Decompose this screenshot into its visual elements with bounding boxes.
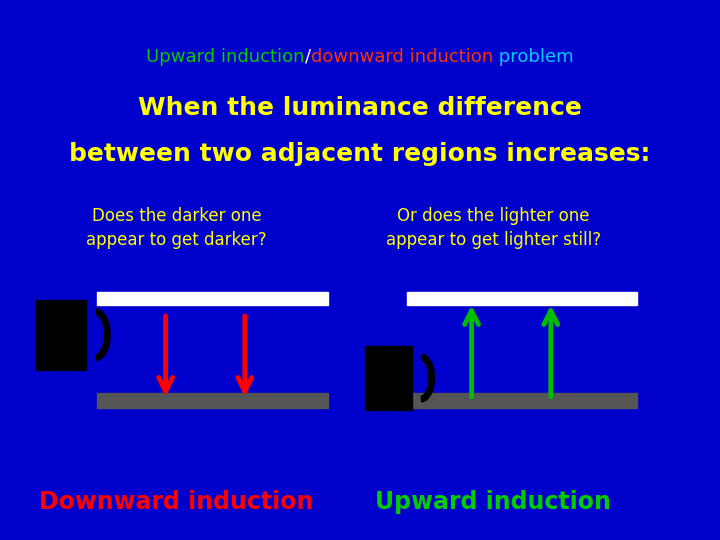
Text: /: / (305, 48, 311, 66)
Text: problem: problem (493, 48, 574, 66)
Bar (36, 300, 86, 370)
Text: appear to get darker?: appear to get darker? (86, 231, 266, 249)
Bar (366, 346, 412, 410)
Bar (97, 393, 328, 408)
Text: When the luminance difference: When the luminance difference (138, 96, 582, 120)
Text: Upward induction: Upward induction (375, 490, 611, 514)
Text: Downward induction: Downward induction (39, 490, 314, 514)
Text: Or does the lighter one: Or does the lighter one (397, 207, 590, 225)
Text: between two adjacent regions increases:: between two adjacent regions increases: (69, 142, 651, 166)
Text: appear to get lighter still?: appear to get lighter still? (386, 231, 600, 249)
Bar (97, 292, 328, 305)
Text: downward induction: downward induction (311, 48, 493, 66)
Text: Does the darker one: Does the darker one (91, 207, 261, 225)
Bar (392, 393, 637, 408)
Bar (407, 292, 637, 305)
Text: Upward induction: Upward induction (146, 48, 305, 66)
